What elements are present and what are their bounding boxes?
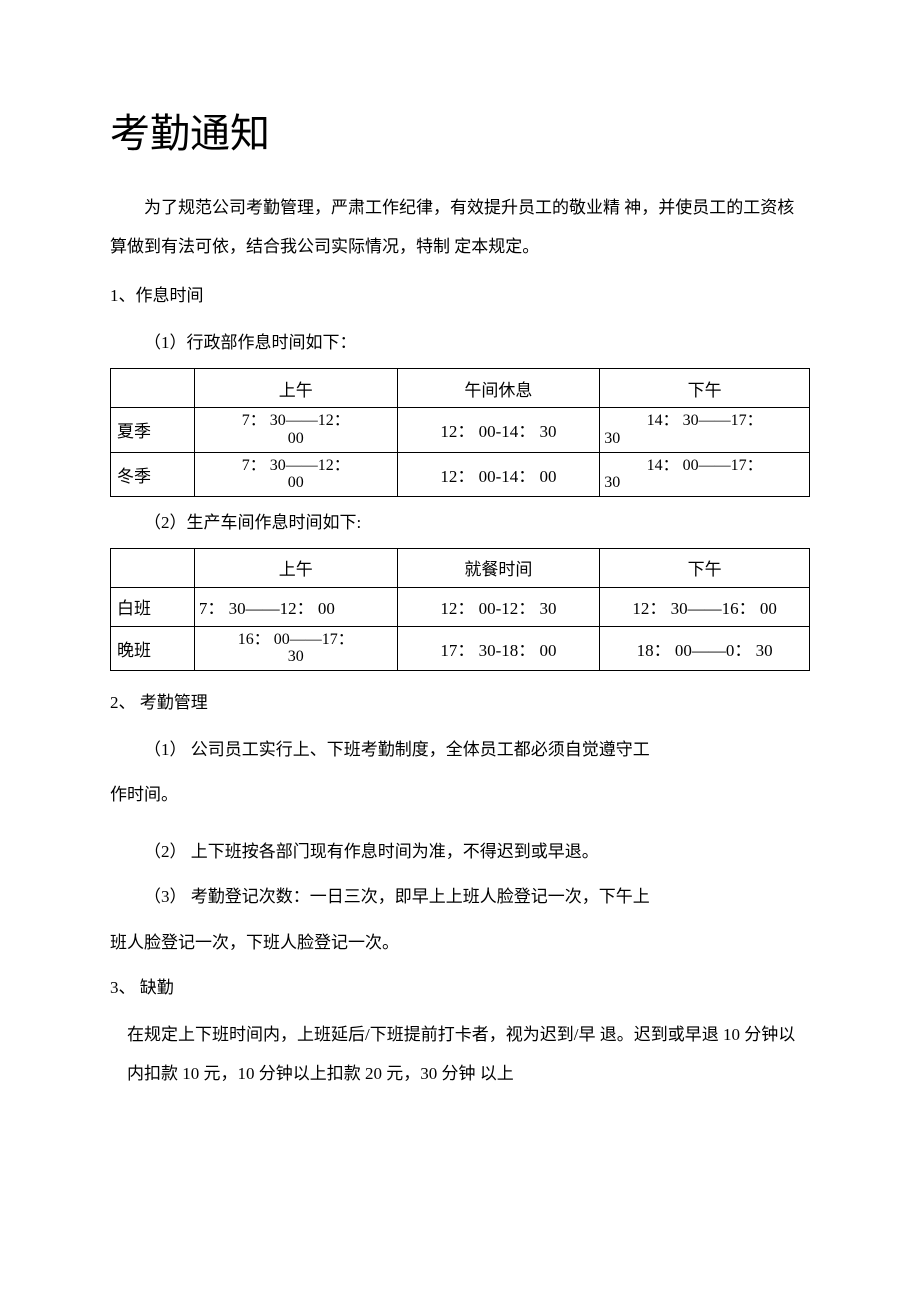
table-row: 上午 午间休息 下午 [111,369,810,408]
table-row: 白班 7： 30——12： 00 12： 00-12： 30 12： 30——1… [111,587,810,626]
section-1-heading: 1、作息时间 [110,276,810,315]
document-page: 考勤通知 为了规范公司考勤管理，严肃工作纪律，有效提升员工的敬业精 神，并使员工… [0,0,920,1303]
row-label: 晚班 [111,626,195,670]
section-2-item-3b: 班人脸登记一次，下班人脸登记一次。 [110,923,810,962]
admin-schedule-table: 上午 午间休息 下午 夏季 7： 30——12： 00 12： 00-14： 3… [110,368,810,496]
cell-afternoon: 14： 30——17： 30 [600,408,810,452]
cell-afternoon: 18： 00——0： 30 [600,626,810,670]
section-1-sub-2: （2）生产车间作息时间如下: [110,503,810,542]
cell-text: 30 [604,474,805,492]
cell-morning: 7： 30——12： 00 [194,587,397,626]
section-2-item-1a: （1） 公司员工实行上、下班考勤制度，全体员工都必须自觉遵守工 [110,730,810,769]
cell-noon: 12： 00-14： 00 [397,452,600,496]
cell-morning: 16： 00——17： 30 [194,626,397,670]
table-header-blank [111,369,195,408]
table-header-meal: 就餐时间 [397,548,600,587]
table-row: 夏季 7： 30——12： 00 12： 00-14： 30 14： 30——1… [111,408,810,452]
cell-morning: 7： 30——12： 00 [194,452,397,496]
cell-text: 30 [199,648,393,666]
section-2-item-2: （2） 上下班按各部门现有作息时间为准，不得迟到或早退。 [110,832,810,871]
cell-meal: 17： 30-18： 00 [397,626,600,670]
cell-text: 14： 00——17： [604,457,805,475]
cell-text: 14： 30——17： [604,412,805,430]
cell-meal: 12： 00-12： 30 [397,587,600,626]
cell-afternoon: 14： 00——17： 30 [600,452,810,496]
table-header-blank [111,548,195,587]
section-3-heading: 3、 缺勤 [110,968,810,1007]
page-title: 考勤通知 [110,110,810,158]
cell-text: 00 [199,430,393,448]
row-label: 白班 [111,587,195,626]
table-row: 冬季 7： 30——12： 00 12： 00-14： 00 14： 00——1… [111,452,810,496]
cell-afternoon: 12： 30——16： 00 [600,587,810,626]
cell-text: 7： 30——12： [199,412,393,430]
cell-text: 30 [604,430,805,448]
table-header-afternoon: 下午 [600,548,810,587]
cell-noon: 12： 00-14： 30 [397,408,600,452]
cell-text: 16： 00——17： [199,631,393,649]
table-header-morning: 上午 [194,369,397,408]
table-header-morning: 上午 [194,548,397,587]
table-row: 晚班 16： 00——17： 30 17： 30-18： 00 18： 00——… [111,626,810,670]
section-2-item-1b: 作时间。 [110,775,810,814]
section-2-heading: 2、 考勤管理 [110,683,810,722]
cell-morning: 7： 30——12： 00 [194,408,397,452]
row-label: 冬季 [111,452,195,496]
intro-paragraph: 为了规范公司考勤管理，严肃工作纪律，有效提升员工的敬业精 神，并使员工的工资核算… [110,188,810,266]
cell-text: 00 [199,474,393,492]
section-1-sub-1: （1）行政部作息时间如下： [110,323,810,362]
table-header-noon: 午间休息 [397,369,600,408]
section-2-item-3a: （3） 考勤登记次数：一日三次，即早上上班人脸登记一次，下午上 [110,877,810,916]
cell-text: 7： 30——12： [199,457,393,475]
section-3-body: 在规定上下班时间内，上班延后/下班提前打卡者，视为迟到/早 退。迟到或早退 10… [110,1015,810,1093]
row-label: 夏季 [111,408,195,452]
table-row: 上午 就餐时间 下午 [111,548,810,587]
workshop-schedule-table: 上午 就餐时间 下午 白班 7： 30——12： 00 12： 00-12： 3… [110,548,810,671]
table-header-afternoon: 下午 [600,369,810,408]
